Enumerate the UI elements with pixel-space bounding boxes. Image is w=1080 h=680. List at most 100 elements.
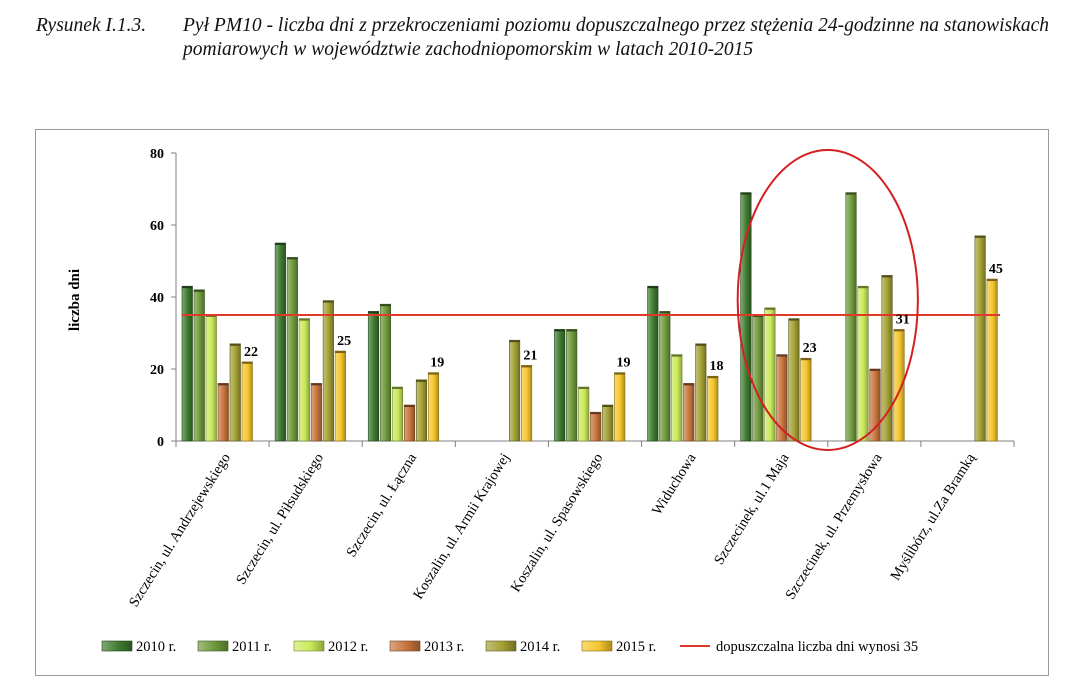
bar-2012-6 bbox=[764, 307, 776, 442]
bar-cap bbox=[659, 311, 671, 314]
bar-2015-3 bbox=[521, 365, 533, 442]
bar-2014-3 bbox=[509, 339, 521, 442]
bar-2012-0 bbox=[205, 314, 217, 442]
bar-cap bbox=[788, 318, 800, 321]
category-label: Szczecinek, ul.1 Maja bbox=[711, 450, 793, 568]
bar-cap bbox=[311, 383, 322, 386]
bar-cap bbox=[182, 286, 193, 289]
bar-cap bbox=[194, 289, 205, 292]
data-label: 25 bbox=[337, 334, 351, 349]
bar-cap bbox=[335, 351, 346, 353]
bar-cap bbox=[869, 369, 881, 371]
bar-cap bbox=[287, 257, 298, 260]
bar-cap bbox=[695, 343, 707, 346]
chart-frame: 0 20 40 60 80 22 25 19 21 19 18 23 31 45 Szczecin, u… bbox=[35, 129, 1049, 676]
bar-cap bbox=[323, 300, 334, 303]
bar-cap bbox=[368, 311, 379, 314]
legend-swatch-2014 bbox=[485, 640, 517, 652]
bar-2010-6 bbox=[740, 192, 752, 442]
bar-2015-8 bbox=[986, 278, 998, 442]
legend-label: 2012 r. bbox=[328, 639, 368, 655]
bar-cap bbox=[521, 365, 532, 368]
bar-cap bbox=[590, 412, 601, 415]
bar-2011-5 bbox=[659, 311, 671, 442]
highlight-ellipse bbox=[736, 149, 919, 451]
bar-2011-0 bbox=[193, 289, 205, 442]
bar-cap bbox=[275, 243, 286, 245]
bar-2011-1 bbox=[286, 257, 298, 442]
bar-2013-2 bbox=[403, 404, 416, 442]
bar-chart: 0 20 40 60 80 22 25 19 21 19 18 23 31 45 Szczecin, u… bbox=[67, 147, 1015, 655]
bar-2014-0 bbox=[229, 343, 241, 442]
legend-swatch-2015 bbox=[581, 640, 613, 652]
bar-2015-5 bbox=[707, 375, 719, 442]
category-label: Widuchowa bbox=[649, 450, 700, 518]
category-label: Szczecinek, ul. Przemysłowa bbox=[783, 450, 886, 602]
data-label: 19 bbox=[616, 356, 630, 371]
bar-2013-0 bbox=[217, 383, 229, 442]
caption-label: Rysunek I.1.3. bbox=[36, 15, 147, 36]
bar-2012-7 bbox=[857, 285, 869, 442]
category-labels: Szczecin, ul. Andrzejewskiego Szczecin, u… bbox=[126, 450, 979, 610]
bar-2010-4 bbox=[554, 329, 566, 442]
bar-2015-1 bbox=[334, 350, 346, 442]
category-label: Szczecin, ul. Andrzejewskiego bbox=[126, 451, 234, 610]
bar-2014-7 bbox=[881, 275, 893, 442]
bar-2014-6 bbox=[788, 318, 800, 442]
bar-2011-6 bbox=[752, 314, 764, 442]
bar-cap bbox=[230, 343, 241, 346]
bar-2014-1 bbox=[322, 300, 334, 442]
bar-cap bbox=[881, 275, 893, 278]
legend-label: 2013 r. bbox=[424, 639, 464, 655]
bar-2015-0 bbox=[241, 361, 253, 442]
bar-cap bbox=[800, 358, 812, 361]
bar-cap bbox=[683, 383, 695, 386]
data-label: 31 bbox=[896, 312, 910, 327]
category-label: Koszalin, ul. Spasowskiego bbox=[508, 451, 607, 595]
bars bbox=[181, 192, 998, 442]
legend-label-reference: dopuszczalna liczba dni wynosi 35 bbox=[716, 639, 918, 655]
bar-2015-4 bbox=[614, 372, 626, 442]
bar-cap bbox=[707, 376, 719, 379]
bar-2010-1 bbox=[274, 242, 286, 442]
data-labels: 22 25 19 21 19 18 23 31 45 bbox=[244, 262, 1003, 374]
category-label: Koszalin, ul. Armii Krajowej bbox=[410, 451, 513, 603]
bar-cap bbox=[554, 329, 565, 332]
bar-2015-2 bbox=[427, 372, 440, 442]
category-label: Szczecin, ul. Piłsudskiego bbox=[233, 451, 327, 588]
bar-cap bbox=[845, 192, 857, 195]
bar-cap bbox=[299, 318, 310, 321]
data-label: 19 bbox=[430, 356, 444, 371]
bar-cap bbox=[671, 354, 683, 357]
bar-2011-2 bbox=[379, 303, 392, 442]
bar-2011-4 bbox=[566, 329, 578, 442]
bar-2014-5 bbox=[695, 343, 707, 442]
bar-cap bbox=[857, 286, 869, 289]
y-tick-label: 20 bbox=[150, 363, 164, 378]
legend-label: 2015 r. bbox=[616, 639, 656, 655]
bar-cap bbox=[986, 279, 998, 281]
bar-cap bbox=[893, 329, 905, 332]
bar-2014-8 bbox=[974, 235, 986, 442]
bar-2010-0 bbox=[181, 285, 193, 442]
bar-2012-4 bbox=[578, 386, 590, 442]
bar-cap bbox=[566, 329, 577, 332]
bar-cap bbox=[614, 372, 625, 375]
bar-cap bbox=[404, 405, 415, 407]
bar-cap bbox=[416, 379, 427, 382]
bar-cap bbox=[602, 405, 613, 407]
legend-swatch-2013 bbox=[389, 640, 421, 652]
bar-2014-2 bbox=[415, 379, 428, 442]
bar-cap bbox=[776, 354, 788, 357]
caption-text: Pył PM10 - liczba dni z przekroczeniami … bbox=[183, 15, 1049, 60]
bar-cap bbox=[578, 387, 589, 389]
legend-swatch-2011 bbox=[197, 640, 229, 652]
bar-2012-2 bbox=[391, 386, 404, 442]
annotation-group bbox=[736, 149, 919, 451]
category-label: Myślibórz, ul.Za Bramką bbox=[888, 450, 980, 583]
bar-2012-5 bbox=[671, 354, 683, 442]
bar-2011-7 bbox=[845, 192, 857, 442]
y-axis-label: liczba dni bbox=[67, 269, 83, 331]
category-label: Szczecin, ul. Łączna bbox=[343, 450, 420, 560]
legend-label: 2011 r. bbox=[232, 639, 272, 655]
